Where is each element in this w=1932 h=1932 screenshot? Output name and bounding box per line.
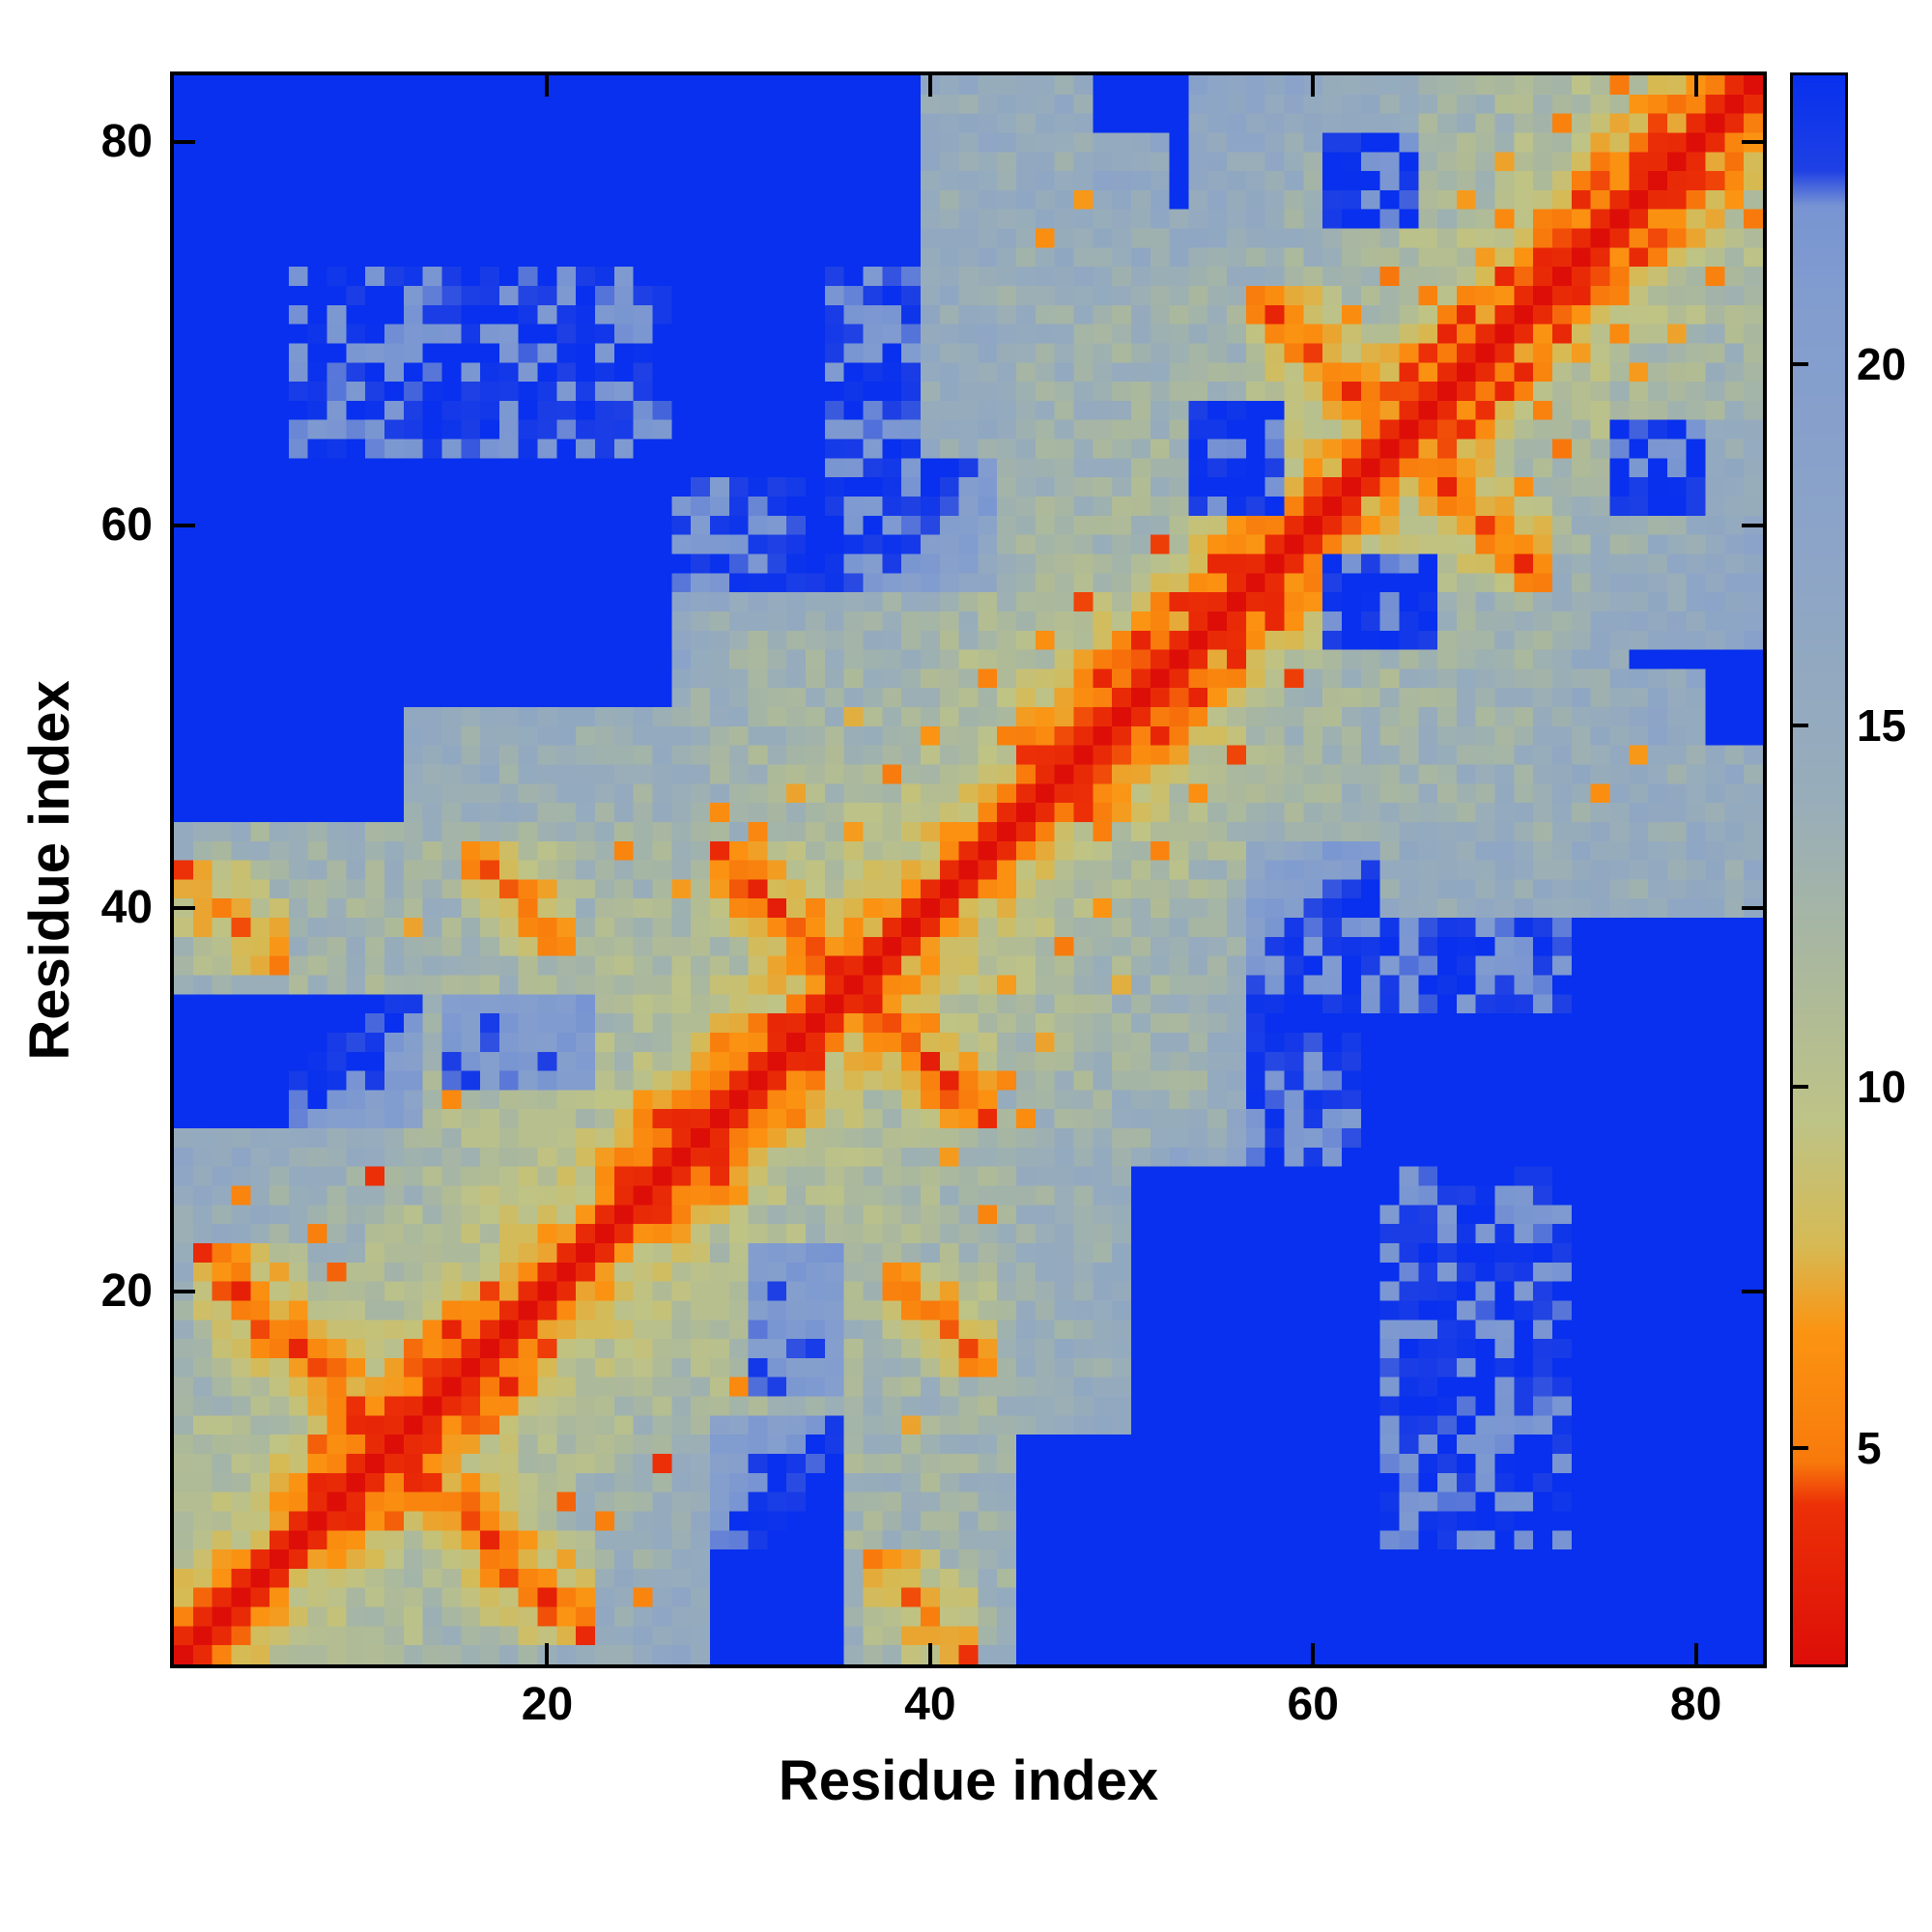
y-tick-label: 60 bbox=[100, 498, 153, 551]
y-tick-mark-left bbox=[174, 140, 195, 145]
x-tick-mark-top bbox=[1693, 75, 1698, 97]
colorbar-tick-mark bbox=[1793, 1445, 1808, 1450]
x-tick-label: 60 bbox=[1287, 1679, 1339, 1730]
x-tick-label: 20 bbox=[521, 1679, 574, 1730]
y-tick-mark-left bbox=[174, 906, 195, 911]
heatmap-canvas bbox=[174, 75, 1763, 1664]
x-tick-mark-bottom bbox=[545, 1643, 550, 1664]
colorbar-tick-mark bbox=[1793, 362, 1808, 367]
colorbar bbox=[1790, 72, 1848, 1667]
x-tick-label: 80 bbox=[1669, 1679, 1722, 1730]
y-tick-mark-left bbox=[174, 1289, 195, 1293]
colorbar-tick-mark bbox=[1793, 1084, 1808, 1089]
y-tick-label: 40 bbox=[100, 882, 153, 934]
x-tick-mark-bottom bbox=[1693, 1643, 1698, 1664]
colorbar-tick-label: 10 bbox=[1857, 1061, 1907, 1112]
heatmap-plot-area bbox=[170, 71, 1767, 1668]
colorbar-canvas bbox=[1793, 75, 1845, 1664]
x-tick-mark-bottom bbox=[927, 1643, 932, 1664]
x-tick-mark-top bbox=[545, 75, 550, 97]
y-tick-label: 80 bbox=[100, 116, 153, 168]
y-tick-mark-left bbox=[174, 523, 195, 527]
colorbar-tick-label: 20 bbox=[1857, 339, 1907, 390]
y-tick-label: 20 bbox=[100, 1264, 153, 1317]
y-tick-mark-right bbox=[1742, 1289, 1763, 1293]
y-tick-mark-right bbox=[1742, 140, 1763, 145]
x-tick-mark-top bbox=[927, 75, 932, 97]
colorbar-tick-label: 15 bbox=[1857, 699, 1907, 751]
y-axis-label: Residue index bbox=[18, 679, 81, 1061]
colorbar-tick-mark bbox=[1793, 723, 1808, 727]
x-tick-label: 40 bbox=[904, 1679, 956, 1730]
colorbar-tick-label: 5 bbox=[1857, 1422, 1882, 1473]
y-tick-mark-right bbox=[1742, 906, 1763, 911]
x-axis-label: Residue index bbox=[778, 1749, 1159, 1812]
x-tick-mark-top bbox=[1311, 75, 1316, 97]
y-tick-mark-right bbox=[1742, 523, 1763, 527]
x-tick-mark-bottom bbox=[1311, 1643, 1316, 1664]
